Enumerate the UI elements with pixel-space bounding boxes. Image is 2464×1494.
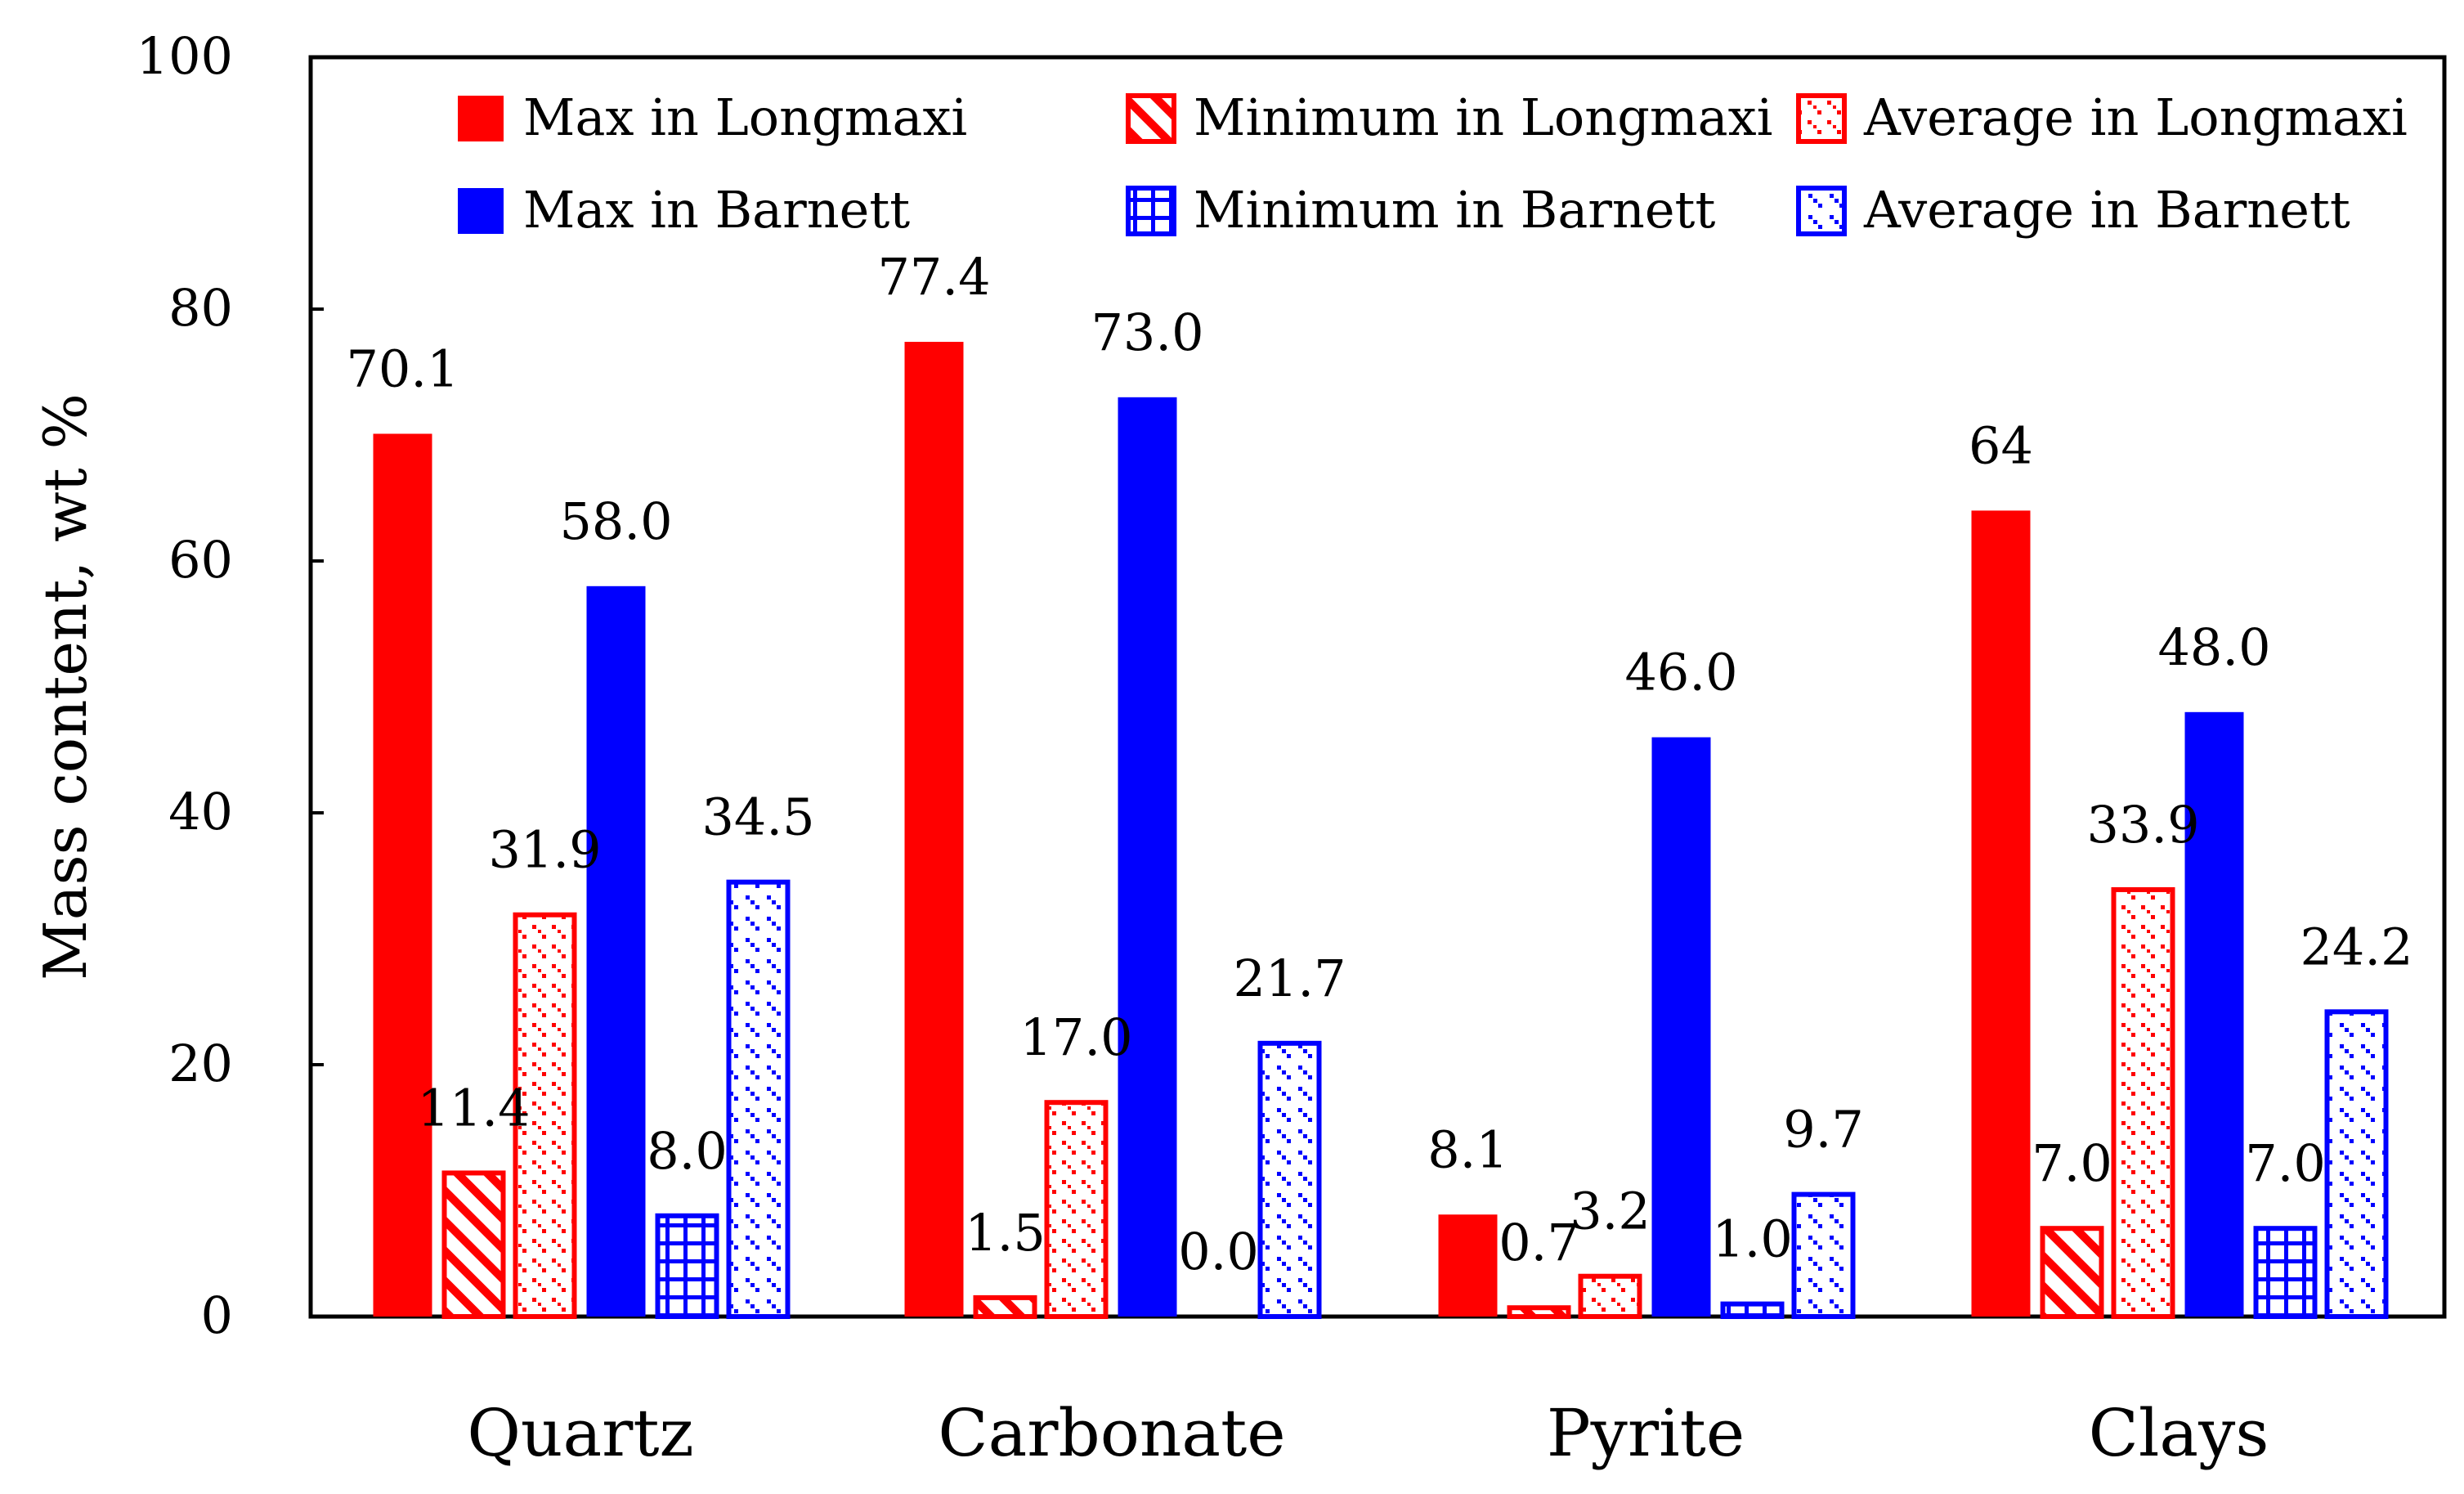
bar: [2184, 711, 2244, 1317]
bar: [1971, 510, 2031, 1317]
data-label: 77.4: [877, 247, 990, 307]
data-label: 24.2: [2300, 917, 2412, 976]
legend-swatch: [458, 96, 504, 141]
bar: [1651, 737, 1711, 1317]
data-label: 46.0: [1624, 643, 1737, 702]
x-category-label: Quartz: [467, 1395, 693, 1471]
data-label: 70.1: [346, 339, 459, 398]
data-label: 0.7: [1499, 1213, 1579, 1272]
y-tick-label: 80: [168, 278, 233, 338]
bar: [1791, 1191, 1856, 1319]
y-tick-label: 40: [168, 782, 233, 841]
y-tick-label: 100: [137, 26, 233, 86]
data-label: 11.4: [417, 1078, 530, 1137]
x-category-label: Carbonate: [938, 1395, 1285, 1471]
data-label: 1.0: [1712, 1209, 1793, 1269]
legend-label: Minimum in Longmaxi: [1194, 87, 1772, 147]
bar: [2253, 1226, 2318, 1319]
x-category-label: Clays: [2089, 1395, 2269, 1471]
bar: [586, 585, 646, 1317]
legend-swatch: [1126, 186, 1176, 236]
data-label: 34.5: [701, 787, 814, 847]
data-label: 31.9: [488, 820, 601, 880]
bar: [1438, 1214, 1498, 1317]
x-category-label: Pyrite: [1547, 1395, 1745, 1471]
bar: [2040, 1226, 2104, 1319]
legend-label: Max in Barnett: [523, 180, 910, 240]
plot-frame: [308, 55, 2447, 1319]
bar: [973, 1294, 1037, 1320]
bar: [726, 879, 791, 1319]
data-label: 8.1: [1427, 1119, 1508, 1179]
data-label: 33.9: [2086, 795, 2199, 855]
data-label: 9.7: [1783, 1100, 1864, 1160]
bar: [1507, 1305, 1571, 1319]
data-label: 7.0: [2245, 1133, 2326, 1193]
y-axis-title: Mass content, wt %: [31, 393, 100, 980]
bar: [2324, 1009, 2389, 1319]
data-label: 7.0: [2032, 1133, 2112, 1193]
bar: [1118, 397, 1177, 1317]
y-tick-label: 60: [168, 530, 233, 590]
legend-swatch: [458, 188, 504, 234]
bar: [1257, 1040, 1322, 1319]
data-label: 48.0: [2157, 617, 2270, 677]
legend-label: Average in Barnett: [1863, 180, 2350, 240]
data-label: 64: [1969, 415, 2033, 475]
bar: [904, 342, 964, 1317]
data-label: 73.0: [1091, 303, 1203, 362]
bar: [513, 912, 577, 1319]
bar: [1720, 1301, 1785, 1319]
bar: [1044, 1100, 1109, 1319]
legend-label: Average in Longmaxi: [1863, 87, 2408, 147]
bar: [2111, 886, 2175, 1319]
legend-swatch: [1796, 93, 1847, 144]
legend-swatch: [1126, 93, 1176, 144]
data-label: 0.0: [1178, 1222, 1259, 1281]
bar: [1578, 1273, 1642, 1319]
legend-label: Minimum in Barnett: [1194, 180, 1715, 240]
y-tick-label: 20: [168, 1034, 233, 1093]
data-label: 58.0: [559, 491, 672, 551]
data-label: 3.2: [1570, 1182, 1651, 1241]
bar: [655, 1213, 719, 1320]
data-label: 8.0: [647, 1121, 728, 1181]
legend-swatch: [1796, 186, 1847, 236]
bar: [441, 1170, 506, 1319]
data-label: 17.0: [1019, 1007, 1132, 1067]
legend-label: Max in Longmaxi: [523, 87, 967, 147]
data-label: 1.5: [965, 1203, 1046, 1263]
y-tick-label: 0: [201, 1285, 233, 1345]
data-label: 21.7: [1233, 949, 1346, 1008]
bar: [373, 433, 432, 1317]
